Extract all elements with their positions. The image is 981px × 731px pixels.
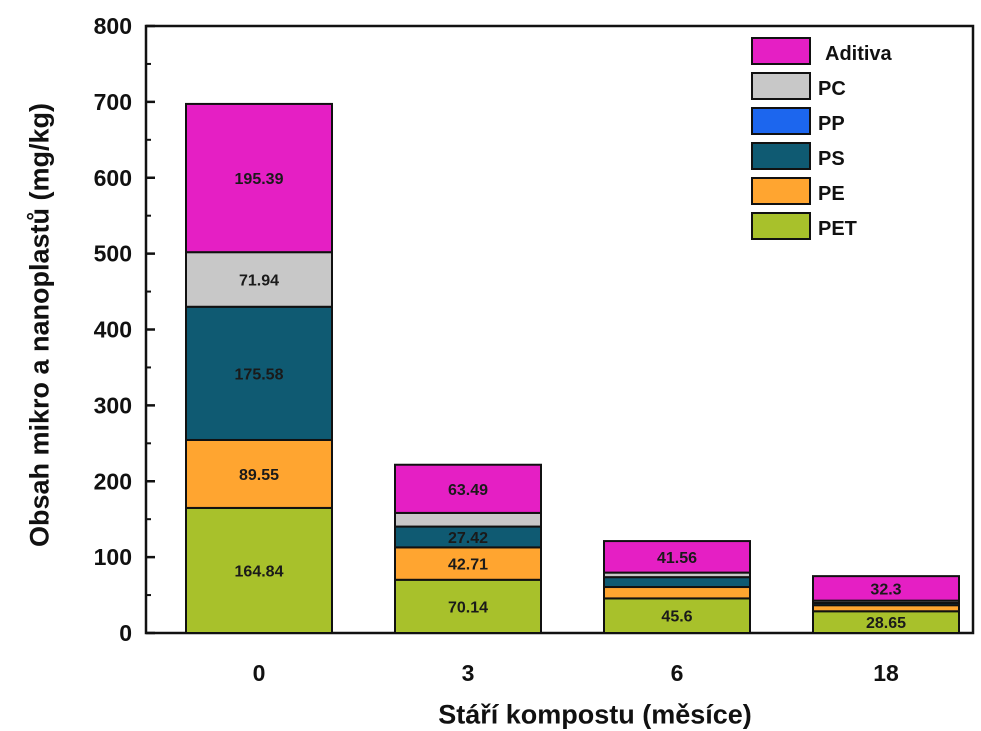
bar-value-label: 41.56 [657,550,697,567]
legend-label: PS [818,148,845,170]
bar-segment-ps [603,576,751,589]
bar-segment-pc [394,511,542,528]
legend-label: PET [818,218,857,240]
legend-swatch-pet [751,212,811,240]
x-tick-label: 3 [462,660,475,686]
bar-value-label: 45.6 [661,609,692,626]
legend-swatch-ps [751,142,811,170]
bar-segment-aditiva [812,575,960,602]
y-tick-label: 200 [94,468,132,494]
bar-value-label: 32.3 [870,581,901,598]
bar-value-label: 70.14 [448,599,488,616]
bar-segment-pet [394,578,542,634]
bar-value-label: 63.49 [448,482,488,499]
legend-swatch-pp [751,107,811,135]
legend-label: PC [818,78,846,100]
y-tick-label: 100 [94,544,132,570]
bar-value-label: 71.94 [239,272,279,289]
y-tick-label: 0 [119,620,132,646]
y-tick-label: 800 [94,13,132,39]
y-tick-label: 700 [94,89,132,115]
legend-swatch-pc [751,72,811,100]
x-tick-label: 6 [671,660,684,686]
y-tick-label: 600 [94,165,132,191]
axes: 0 100 200 300 400 500 600 700 800 0 3 6 18 [94,13,975,686]
legend-swatch-aditiva [751,37,811,65]
bar-value-label: 89.55 [239,467,279,484]
bar-segment-pc [185,251,333,308]
bar-segment-pe [394,546,542,581]
legend-label: PE [818,183,845,205]
y-axis-title: Obsah mikro a nanoplastů (mg/kg) [24,102,55,548]
x-tick-label: 18 [873,660,899,686]
bar-segment-aditiva [603,540,751,574]
legend-swatch-pe [751,177,811,205]
x-axis-title: Stáří kompostu (měsíce) [438,699,752,730]
bar-value-label: 175.58 [235,366,284,383]
bar-segment-aditiva [185,102,333,254]
bar-segment-ps [185,305,333,441]
bar-value-label: 164.84 [235,563,284,580]
x-tick-label: 0 [253,660,266,686]
y-tick-label: 500 [94,241,132,267]
bar-value-label: 195.39 [235,171,284,188]
bar-segment-pet [185,506,333,634]
y-tick-label: 300 [94,392,132,418]
legend-label: PP [818,113,845,135]
legend: Aditiva PC PP PS PE PET [751,37,893,240]
y-tick-label: 400 [94,317,132,343]
bar-value-labels: 164.84 89.55 175.58 71.94 195.39 70.14 42.71 27… [235,171,907,632]
bar-value-label: 28.65 [866,615,906,632]
bars [185,102,960,635]
bar-value-label: 42.71 [448,557,488,574]
bar-value-label: 27.42 [448,530,488,547]
legend-label: Aditiva [825,43,893,65]
bar-segment-aditiva [394,463,542,514]
bar-segment-pe [603,586,751,600]
